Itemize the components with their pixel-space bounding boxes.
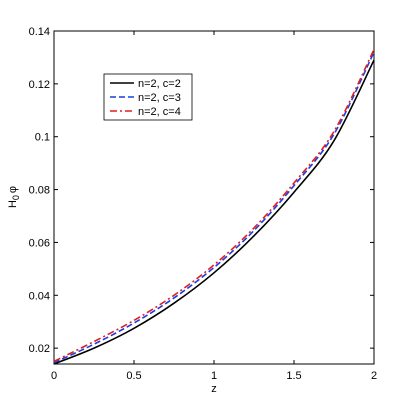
y-axis-label: H0 φ xyxy=(7,186,21,208)
x-tick-label: 1 xyxy=(211,370,217,382)
legend-label-1: n=2, c=2 xyxy=(138,78,181,90)
x-tick-label: 0.5 xyxy=(126,370,141,382)
x-tick-label: 1.5 xyxy=(286,370,301,382)
series-line-1 xyxy=(53,59,375,365)
y-tick-label: 0.06 xyxy=(29,237,50,249)
plot-area xyxy=(53,30,375,365)
x-tick-label: 0 xyxy=(51,370,57,382)
y-tick-label: 0.04 xyxy=(29,290,50,302)
y-axis-label-suffix: φ xyxy=(7,186,19,193)
series-line-2 xyxy=(53,51,375,364)
series-line-3 xyxy=(53,49,375,363)
y-axis-label-sub: 0 xyxy=(11,195,21,200)
legend-label-2: n=2, c=3 xyxy=(138,92,181,104)
legend-box xyxy=(103,73,193,121)
legend: n=2, c=2 n=2, c=3 n=2, c=4 xyxy=(103,73,193,121)
y-axis-label-main: H xyxy=(7,200,19,208)
y-tick-label: 0.08 xyxy=(29,185,50,197)
y-tick-label: 0.14 xyxy=(29,26,50,38)
y-tick-label: 0.1 xyxy=(35,132,50,144)
y-tick-label: 0.12 xyxy=(29,79,50,91)
y-tick-label: 0.02 xyxy=(29,343,50,355)
series-lines xyxy=(53,49,375,365)
legend-label-3: n=2, c=4 xyxy=(138,106,181,118)
x-axis-label: z xyxy=(211,383,217,395)
x-axis: 0 0.5 1 1.5 2 xyxy=(51,31,377,382)
x-tick-label: 2 xyxy=(371,370,377,382)
y-axis: 0.02 0.04 0.06 0.08 0.1 0.12 0.14 xyxy=(29,26,374,355)
